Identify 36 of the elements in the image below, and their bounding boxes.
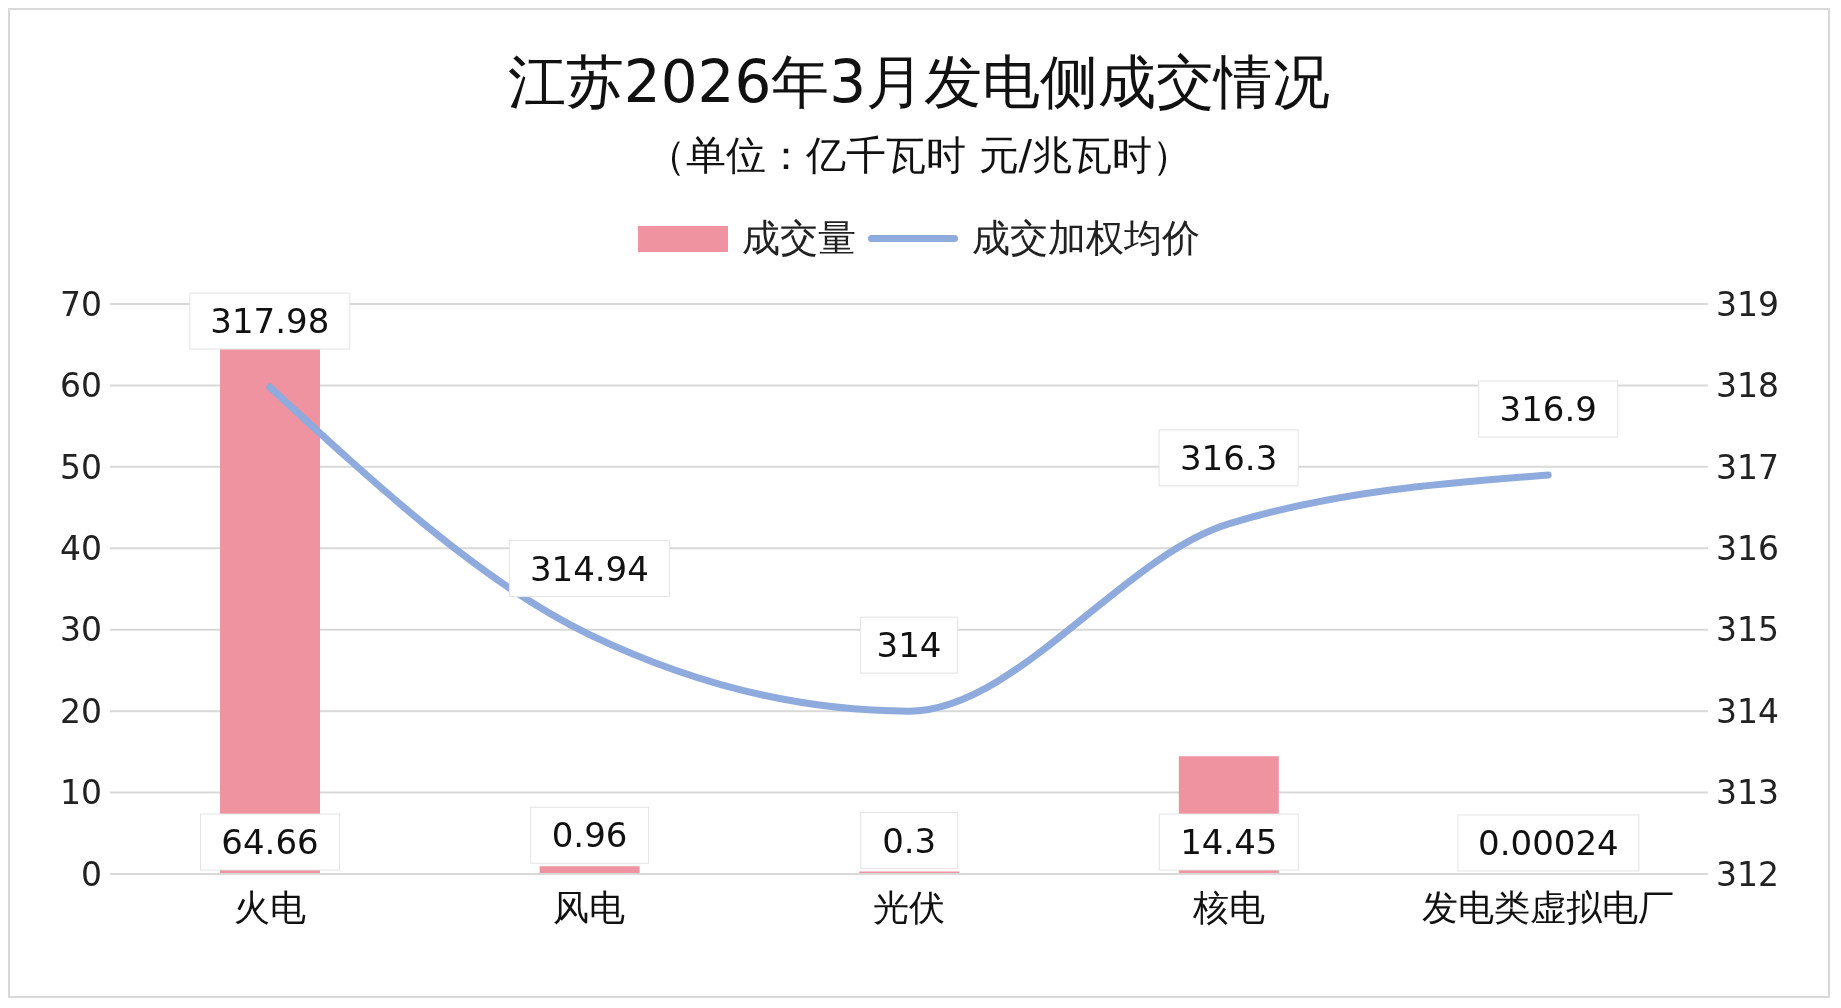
data-label: 14.45 xyxy=(1180,822,1278,862)
data-label: 314.94 xyxy=(529,548,649,589)
y-tick-label: 60 xyxy=(60,366,102,406)
y-tick-label: 40 xyxy=(60,529,102,568)
y2-tick-label: 318 xyxy=(1716,366,1779,406)
y2-tick-label: 313 xyxy=(1716,773,1779,813)
data-label: 317.98 xyxy=(210,301,330,342)
y2-tick-label: 315 xyxy=(1716,610,1779,650)
y-tick-label: 0 xyxy=(81,854,102,894)
y2-tick-label: 316 xyxy=(1716,529,1779,568)
data-label: 316.3 xyxy=(1179,437,1278,478)
bar xyxy=(539,866,640,874)
data-label: 314 xyxy=(876,625,942,666)
x-tick-label: 发电类虚拟电厂 xyxy=(1422,886,1675,928)
y-tick-label: 10 xyxy=(60,773,102,813)
x-tick-label: 火电 xyxy=(233,886,306,928)
y-tick-label: 70 xyxy=(60,284,102,324)
y-tick-label: 50 xyxy=(60,447,102,487)
data-label: 316.9 xyxy=(1499,389,1597,429)
y2-tick-label: 317 xyxy=(1716,447,1779,487)
y2-tick-label: 312 xyxy=(1716,854,1779,894)
legend-label: 成交加权均价 xyxy=(972,215,1200,262)
y2-tick-label: 314 xyxy=(1716,691,1779,731)
data-label: 0.00024 xyxy=(1478,823,1619,863)
x-tick-label: 光伏 xyxy=(873,886,945,928)
data-label: 0.96 xyxy=(551,815,628,856)
data-label: 64.66 xyxy=(221,822,319,862)
x-tick-label: 风电 xyxy=(553,886,626,928)
y-tick-label: 20 xyxy=(60,691,102,731)
legend-label: 成交量 xyxy=(742,215,856,262)
chart-subtitle: （单位：亿千瓦时 元/兆瓦时） xyxy=(644,131,1194,180)
y2-tick-label: 319 xyxy=(1716,284,1779,324)
data-label: 0.3 xyxy=(882,820,937,861)
y-tick-label: 30 xyxy=(60,610,102,650)
chart-title: 江苏2026年3月发电侧成交情况 xyxy=(506,47,1332,118)
x-tick-label: 核电 xyxy=(1191,886,1265,928)
